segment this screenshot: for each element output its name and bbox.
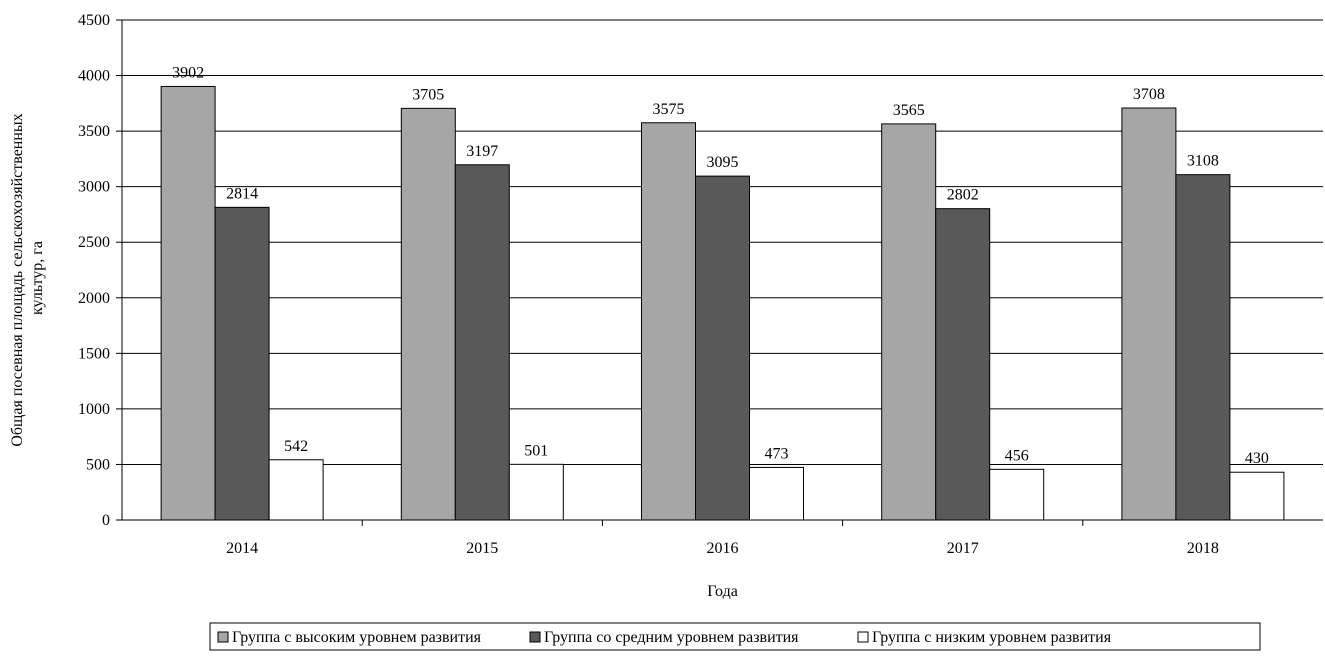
- tick-labels: 0 500 1000 1500 2000 2500 3000 3500 4000 4500 2014…: [78, 12, 1219, 557]
- y-tick-label: 500: [86, 456, 110, 473]
- data-label: 430: [1245, 450, 1269, 467]
- data-label: 3565: [893, 102, 925, 119]
- y-tick-label: 4500: [78, 12, 110, 29]
- data-label: 3095: [707, 154, 739, 171]
- y-tick-label: 0: [102, 512, 110, 529]
- y-axis-title: Общая посевная площадь сельскохозяйствен…: [9, 109, 46, 446]
- data-label: 3902: [172, 64, 204, 81]
- bar: [935, 208, 991, 521]
- data-label: 2802: [947, 187, 979, 204]
- legend: Группа с высоким уровнем развития Группа …: [209, 622, 1261, 651]
- x-axis-title: Года: [707, 583, 738, 600]
- bar: [160, 85, 216, 521]
- legend-label: Группа со средним уровнем развития: [544, 629, 799, 646]
- x-tick-label: 2018: [1187, 540, 1219, 557]
- x-tick-label: 2017: [947, 540, 979, 557]
- y-tick-label: 3500: [78, 123, 110, 140]
- legend-swatch: [217, 631, 229, 643]
- bar: [508, 463, 564, 521]
- data-labels: 3902 2814 542 3705 3197 501 3575 3095 473 3565 280…: [172, 64, 1269, 467]
- bar: [695, 175, 750, 521]
- data-label: 542: [284, 438, 308, 455]
- axes: [116, 19, 1323, 526]
- x-tick-label: 2016: [707, 540, 739, 557]
- legend-swatch: [857, 631, 869, 643]
- y-tick-label: 4000: [78, 68, 110, 85]
- y-tick-label: 1000: [78, 401, 110, 418]
- bar: [268, 459, 324, 521]
- legend-swatch: [529, 631, 541, 643]
- data-label: 3708: [1133, 86, 1165, 103]
- y-tick-label: 2500: [78, 234, 110, 251]
- bar: [1175, 174, 1231, 521]
- data-label: 501: [524, 442, 548, 459]
- y-tick-label: 2000: [78, 290, 110, 307]
- data-label: 3575: [653, 101, 685, 118]
- legend-box: [209, 622, 1261, 651]
- legend-label: Группа с низким уровнем развития: [872, 629, 1112, 646]
- data-label: 473: [765, 445, 789, 462]
- bar: [641, 122, 696, 521]
- y-axis-title-line-2: культур, га: [29, 241, 46, 315]
- bar: [1229, 471, 1285, 521]
- data-label: 3705: [412, 86, 444, 103]
- bar: [749, 466, 804, 521]
- data-label: 456: [1005, 447, 1029, 464]
- bar: [881, 123, 937, 521]
- y-axis-title-line-1: Общая посевная площадь сельскохозяйствен…: [9, 113, 26, 446]
- bar: [214, 206, 270, 521]
- data-label: 3197: [466, 143, 498, 160]
- x-tick-label: 2014: [226, 540, 258, 557]
- bar: [400, 107, 456, 521]
- bar: [454, 164, 510, 521]
- legend-label: Группа с высоким уровнем развития: [232, 629, 482, 646]
- data-label: 3108: [1187, 153, 1219, 170]
- bar: [989, 468, 1045, 521]
- data-label: 2814: [226, 185, 258, 202]
- y-tick-label: 3000: [78, 179, 110, 196]
- bars: [160, 85, 1285, 521]
- y-tick-label: 1500: [78, 345, 110, 362]
- x-tick-label: 2015: [466, 540, 498, 557]
- bar: [1121, 107, 1177, 521]
